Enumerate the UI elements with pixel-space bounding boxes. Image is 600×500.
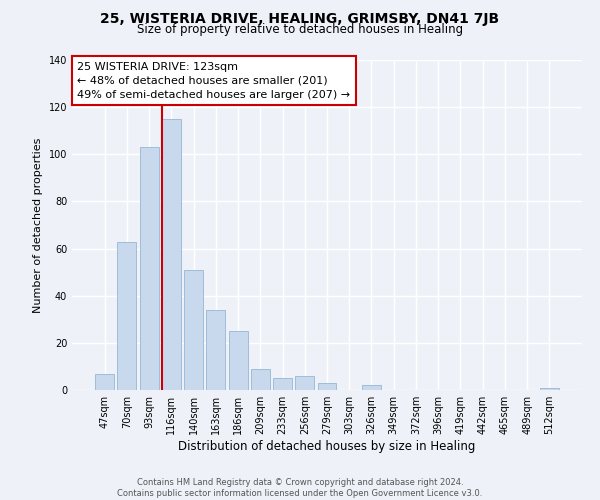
X-axis label: Distribution of detached houses by size in Healing: Distribution of detached houses by size … bbox=[178, 440, 476, 453]
Y-axis label: Number of detached properties: Number of detached properties bbox=[33, 138, 43, 312]
Text: Contains HM Land Registry data © Crown copyright and database right 2024.
Contai: Contains HM Land Registry data © Crown c… bbox=[118, 478, 482, 498]
Bar bbox=[162, 119, 181, 390]
Bar bbox=[118, 242, 136, 390]
Bar bbox=[251, 369, 270, 390]
Text: 25 WISTERIA DRIVE: 123sqm
← 48% of detached houses are smaller (201)
49% of semi: 25 WISTERIA DRIVE: 123sqm ← 48% of detac… bbox=[77, 62, 350, 100]
Bar bbox=[229, 331, 248, 390]
Bar bbox=[273, 378, 292, 390]
Text: 25, WISTERIA DRIVE, HEALING, GRIMSBY, DN41 7JB: 25, WISTERIA DRIVE, HEALING, GRIMSBY, DN… bbox=[100, 12, 500, 26]
Text: Size of property relative to detached houses in Healing: Size of property relative to detached ho… bbox=[137, 22, 463, 36]
Bar bbox=[362, 386, 381, 390]
Bar bbox=[540, 388, 559, 390]
Bar bbox=[184, 270, 203, 390]
Bar bbox=[95, 374, 114, 390]
Bar bbox=[206, 310, 225, 390]
Bar bbox=[295, 376, 314, 390]
Bar bbox=[140, 147, 158, 390]
Bar bbox=[317, 383, 337, 390]
